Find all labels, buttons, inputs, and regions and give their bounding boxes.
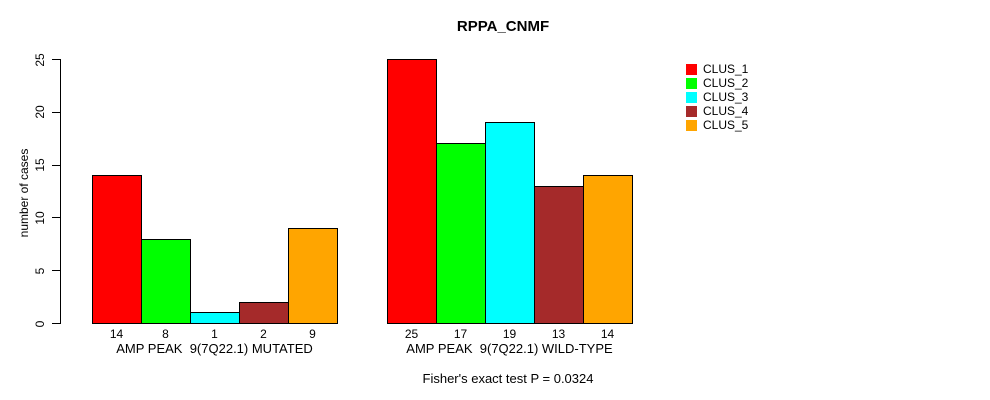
legend-label: CLUS_5 [703,118,749,132]
y-tick-line [52,323,60,324]
bar-value-label: 19 [502,327,517,341]
legend-row: CLUS_4 [686,104,748,118]
legend-label: CLUS_3 [703,90,749,104]
x-group-label: AMP PEAK 9(7Q22.1) WILD-TYPE [406,341,613,356]
y-tick-label: 0 [33,320,47,327]
legend-row: CLUS_1 [686,62,748,76]
bar-clus_4 [534,186,584,324]
bar-clus_2 [436,143,486,324]
y-axis-label: number of cases [17,148,31,238]
bar-value-label: 17 [453,327,468,341]
bar-value-label: 14 [109,327,124,341]
bar-value-label: 14 [600,327,615,341]
bar-value-label: 9 [309,327,316,341]
y-tick-label: 5 [33,267,47,275]
y-tick-line [52,164,60,166]
y-tick-line [52,217,60,219]
bar-value-label: 25 [404,327,419,341]
bar-clus_5 [583,175,633,324]
bar-value-label: 13 [551,327,566,341]
legend-swatch-clus_4 [686,105,697,117]
y-tick-line [52,59,60,60]
legend-row: CLUS_5 [686,118,748,132]
legend-swatch-clus_3 [686,91,697,103]
bar-clus_1 [92,175,142,324]
chart-title: RPPA_CNMF [456,18,550,35]
y-tick-label: 20 [33,105,47,119]
bar-clus_2 [141,239,191,324]
bar-clus_3 [190,312,240,324]
legend-swatch-clus_2 [686,77,697,89]
bar-value-label: 8 [162,327,169,341]
legend-label: CLUS_1 [703,62,749,76]
y-tick-label: 25 [33,52,47,67]
legend-swatch-clus_1 [686,63,697,75]
legend: CLUS_1 CLUS_2 CLUS_3 CLUS_4 CLUS_5 [686,62,748,132]
bar-clus_3 [485,122,535,324]
y-tick-line [52,270,60,272]
legend-label: CLUS_4 [703,104,749,118]
fisher-annotation: Fisher's exact test P = 0.0324 [422,371,594,386]
bar-clus_4 [239,302,289,324]
y-axis [60,59,61,324]
bar-clus_5 [288,228,338,324]
bar-value-label: 2 [260,327,267,341]
y-tick-label: 15 [33,158,47,172]
legend-row: CLUS_3 [686,90,748,104]
y-tick-line [52,111,60,113]
legend-row: CLUS_2 [686,76,748,90]
x-group-label: AMP PEAK 9(7Q22.1) MUTATED [116,341,313,356]
bar-value-label: 1 [211,327,218,341]
legend-label: CLUS_2 [703,76,749,90]
y-tick-label: 10 [33,211,47,225]
legend-swatch-clus_5 [686,119,697,131]
bar-clus_1 [387,59,437,324]
